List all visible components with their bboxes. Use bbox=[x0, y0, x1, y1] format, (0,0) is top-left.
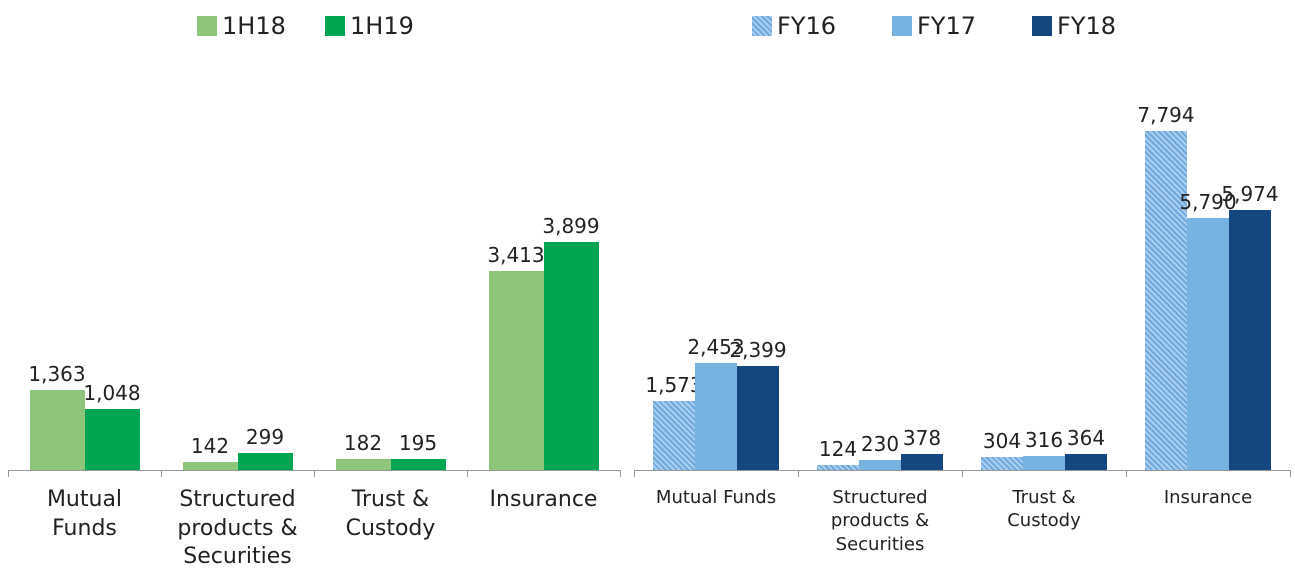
bar bbox=[543, 242, 599, 470]
axis-tick bbox=[798, 470, 799, 477]
legend-swatch bbox=[1032, 16, 1052, 36]
axis-tick bbox=[962, 470, 963, 477]
bar bbox=[1187, 217, 1229, 470]
value-label: 7,794 bbox=[1137, 102, 1195, 127]
legend-label: 1H18 bbox=[222, 12, 286, 40]
value-label: 3,899 bbox=[542, 214, 600, 239]
value-label: 3,413 bbox=[487, 242, 545, 267]
axis-tick bbox=[1126, 470, 1127, 477]
value-label: 299 bbox=[245, 424, 285, 449]
legend-label: FY18 bbox=[1057, 12, 1117, 40]
bar bbox=[695, 363, 737, 470]
axis-tick bbox=[467, 470, 468, 477]
value-label: 195 bbox=[398, 430, 438, 455]
x-tick-label: Mutual Funds bbox=[46, 487, 123, 541]
axis-tick bbox=[314, 470, 315, 477]
value-label: 2,399 bbox=[729, 337, 787, 362]
value-label: 2,453 bbox=[687, 335, 745, 360]
value-label: 142 bbox=[190, 433, 230, 458]
value-label: 378 bbox=[902, 425, 942, 450]
legend-swatch bbox=[892, 16, 912, 36]
value-label: 1,573 bbox=[645, 373, 703, 398]
value-label: 316 bbox=[1024, 428, 1064, 453]
value-label: 230 bbox=[860, 431, 900, 456]
value-label: 124 bbox=[818, 436, 858, 461]
x-tick-label: Structured products & Securities bbox=[830, 487, 930, 555]
bar bbox=[84, 408, 140, 470]
bar bbox=[390, 458, 446, 470]
value-label: 364 bbox=[1066, 426, 1106, 451]
x-tick-label: Insurance bbox=[489, 487, 598, 512]
bar bbox=[859, 459, 901, 470]
bar bbox=[1229, 209, 1271, 470]
value-label: 1,048 bbox=[83, 380, 141, 405]
value-label: 182 bbox=[343, 431, 383, 456]
x-tick-label: Trust & Custody bbox=[345, 487, 436, 541]
bar bbox=[29, 390, 85, 470]
legend-label: 1H19 bbox=[350, 12, 414, 40]
bar bbox=[182, 461, 238, 470]
bar bbox=[981, 456, 1023, 470]
bar bbox=[1065, 454, 1107, 470]
axis-tick bbox=[620, 470, 621, 477]
legend-swatch bbox=[325, 16, 345, 36]
legend-swatch bbox=[197, 16, 217, 36]
value-label: 5,974 bbox=[1221, 181, 1279, 206]
bar bbox=[653, 401, 695, 470]
x-tick-label: Structured products & Securities bbox=[177, 487, 298, 570]
legend-swatch bbox=[752, 16, 772, 36]
axis-tick bbox=[161, 470, 162, 477]
bar bbox=[817, 464, 859, 470]
bar bbox=[1023, 456, 1065, 470]
bar bbox=[737, 365, 779, 470]
axis-tick bbox=[1290, 470, 1291, 477]
x-tick-label: Trust & Custody bbox=[1007, 487, 1081, 532]
legend-label: FY16 bbox=[777, 12, 837, 40]
value-label: 1,363 bbox=[28, 362, 86, 387]
axis-tick bbox=[8, 470, 9, 477]
bar bbox=[901, 453, 943, 470]
legend-label: FY17 bbox=[917, 12, 977, 40]
bar bbox=[335, 459, 391, 470]
axis-tick bbox=[634, 470, 635, 477]
bar bbox=[488, 270, 544, 470]
value-label: 304 bbox=[982, 428, 1022, 453]
value-label: 5,790 bbox=[1179, 189, 1237, 214]
x-tick-label: Mutual Funds bbox=[655, 487, 777, 508]
bar bbox=[237, 452, 293, 470]
x-tick-label: Insurance bbox=[1163, 487, 1253, 508]
bar bbox=[1145, 130, 1187, 470]
